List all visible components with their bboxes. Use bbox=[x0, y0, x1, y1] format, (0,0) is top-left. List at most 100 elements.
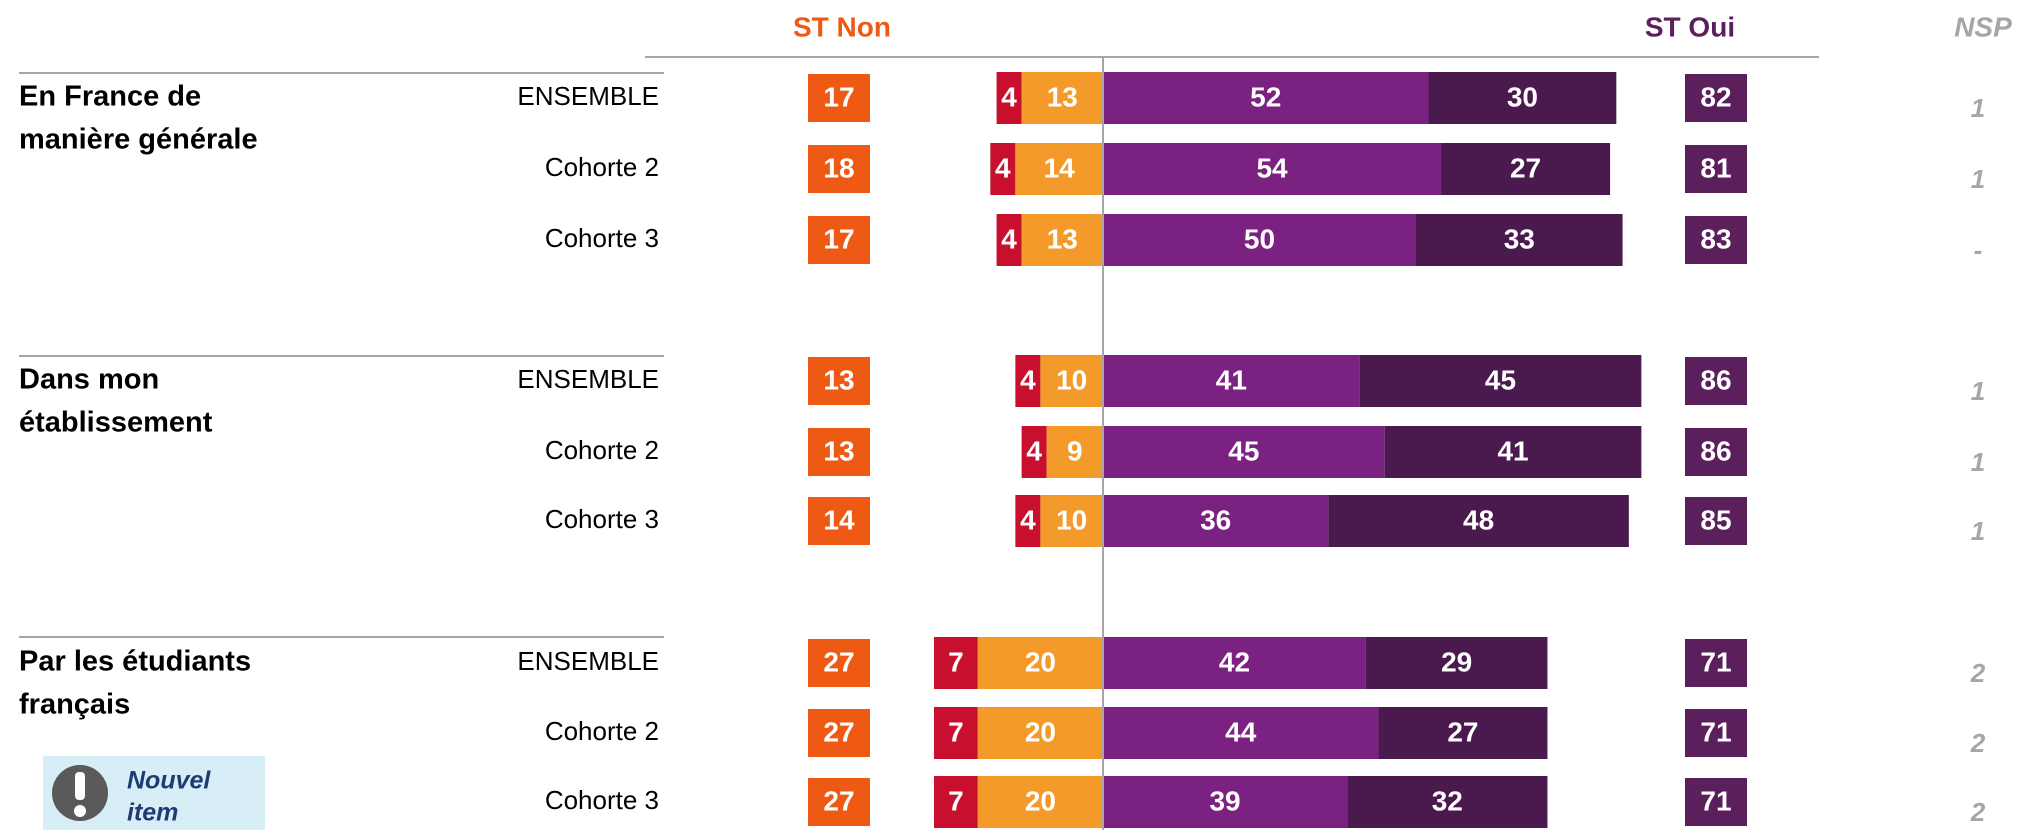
bar-segment bbox=[990, 143, 1016, 195]
bar-label: 27 bbox=[1447, 716, 1478, 747]
nsp-label: 1 bbox=[1971, 516, 1985, 546]
bar-label: 4 bbox=[1001, 223, 1017, 254]
st-oui-header: ST Oui bbox=[1645, 11, 1735, 42]
bar-segment bbox=[1441, 143, 1611, 195]
bar-segment bbox=[1384, 426, 1642, 478]
callout-text: item bbox=[127, 799, 178, 827]
category-label: ENSEMBLE bbox=[517, 646, 659, 676]
category-label: ENSEMBLE bbox=[517, 81, 659, 111]
bar-label: 39 bbox=[1209, 785, 1240, 816]
group-label: Par les étudiants bbox=[19, 646, 251, 678]
bar-label: 52 bbox=[1250, 81, 1281, 112]
bar-label: 36 bbox=[1200, 504, 1231, 535]
bar-segment bbox=[1103, 707, 1379, 759]
bar-label: 41 bbox=[1497, 435, 1528, 466]
callout-icon-dot bbox=[74, 805, 86, 817]
bar-segment bbox=[1328, 495, 1629, 547]
group-label: établissement bbox=[19, 407, 213, 439]
nsp-label: 1 bbox=[1971, 164, 1985, 194]
st-non-box bbox=[808, 639, 870, 687]
bar-label: 4 bbox=[1020, 364, 1036, 395]
bar-label: 54 bbox=[1256, 152, 1288, 183]
st-non-header: ST Non bbox=[793, 11, 891, 42]
category-label: Cohorte 2 bbox=[545, 152, 659, 182]
bar-label: 10 bbox=[1056, 364, 1087, 395]
category-label: Cohorte 2 bbox=[545, 716, 659, 746]
bar-label: 20 bbox=[1025, 646, 1056, 677]
bar-label: 45 bbox=[1228, 435, 1259, 466]
bar-segment bbox=[1365, 637, 1548, 689]
st-non-box bbox=[808, 778, 870, 826]
st-non-box bbox=[808, 709, 870, 757]
bar-label: 48 bbox=[1463, 504, 1494, 535]
st-non-label: 27 bbox=[823, 716, 854, 747]
st-oui-label: 85 bbox=[1700, 504, 1731, 535]
st-oui-label: 86 bbox=[1700, 435, 1731, 466]
nsp-label: 2 bbox=[1970, 797, 1986, 827]
group-label: En France de bbox=[19, 81, 201, 113]
nsp-label: 1 bbox=[1971, 447, 1985, 477]
category-label: Cohorte 3 bbox=[545, 785, 659, 815]
bar-label: 10 bbox=[1056, 504, 1087, 535]
st-non-box bbox=[808, 428, 870, 476]
st-oui-label: 71 bbox=[1700, 716, 1731, 747]
bar-segment bbox=[1428, 72, 1617, 124]
nsp-label: 2 bbox=[1970, 658, 1986, 688]
bar-label: 29 bbox=[1441, 646, 1472, 677]
callout-icon-bar bbox=[75, 772, 85, 800]
st-oui-box bbox=[1685, 709, 1747, 757]
bar-label: 27 bbox=[1510, 152, 1541, 183]
bar-label: 4 bbox=[1026, 435, 1042, 466]
group-label: français bbox=[19, 689, 130, 721]
bar-label: 13 bbox=[1047, 81, 1078, 112]
nsp-label: - bbox=[1974, 235, 1983, 265]
nsp-label: 2 bbox=[1970, 728, 1986, 758]
group-label: manière générale bbox=[19, 124, 258, 156]
group-label: Dans mon bbox=[19, 364, 159, 396]
bar-segment bbox=[933, 776, 978, 828]
bar-segment bbox=[977, 707, 1103, 759]
st-non-label: 13 bbox=[823, 364, 854, 395]
bar-segment bbox=[1416, 214, 1623, 266]
bar-label: 7 bbox=[948, 785, 964, 816]
bar-segment bbox=[933, 707, 978, 759]
st-non-label: 13 bbox=[823, 435, 854, 466]
bar-segment bbox=[1103, 426, 1385, 478]
st-non-label: 18 bbox=[823, 152, 854, 183]
st-non-box bbox=[808, 145, 870, 193]
bar-segment bbox=[1015, 495, 1041, 547]
bar-label: 20 bbox=[1025, 716, 1056, 747]
bar-label: 45 bbox=[1485, 364, 1516, 395]
bar-label: 14 bbox=[1044, 152, 1076, 183]
st-oui-box bbox=[1685, 639, 1747, 687]
bar-label: 9 bbox=[1067, 435, 1083, 466]
bar-segment bbox=[1040, 355, 1103, 407]
st-non-box bbox=[808, 497, 870, 545]
bar-segment bbox=[1103, 637, 1366, 689]
category-label: Cohorte 2 bbox=[545, 435, 659, 465]
bar-segment bbox=[996, 72, 1022, 124]
nsp-label: 1 bbox=[1971, 93, 1985, 123]
bar-segment bbox=[1359, 355, 1642, 407]
bar-segment bbox=[1040, 495, 1103, 547]
st-non-box bbox=[808, 357, 870, 405]
st-oui-label: 86 bbox=[1700, 364, 1731, 395]
st-oui-label: 82 bbox=[1700, 81, 1731, 112]
st-oui-box bbox=[1685, 216, 1747, 264]
bar-segment bbox=[1103, 143, 1442, 195]
st-oui-label: 83 bbox=[1700, 223, 1731, 254]
bar-label: 4 bbox=[1001, 81, 1017, 112]
bar-segment bbox=[977, 637, 1103, 689]
bar-segment bbox=[1015, 143, 1103, 195]
st-oui-box bbox=[1685, 778, 1747, 826]
st-non-box bbox=[808, 216, 870, 264]
st-non-label: 17 bbox=[823, 223, 854, 254]
bar-label: 42 bbox=[1219, 646, 1250, 677]
bar-label: 33 bbox=[1504, 223, 1535, 254]
st-non-label: 14 bbox=[823, 504, 855, 535]
bar-label: 13 bbox=[1047, 223, 1078, 254]
st-oui-box bbox=[1685, 428, 1747, 476]
nsp-label: 1 bbox=[1971, 376, 1985, 406]
st-non-box bbox=[808, 74, 870, 122]
